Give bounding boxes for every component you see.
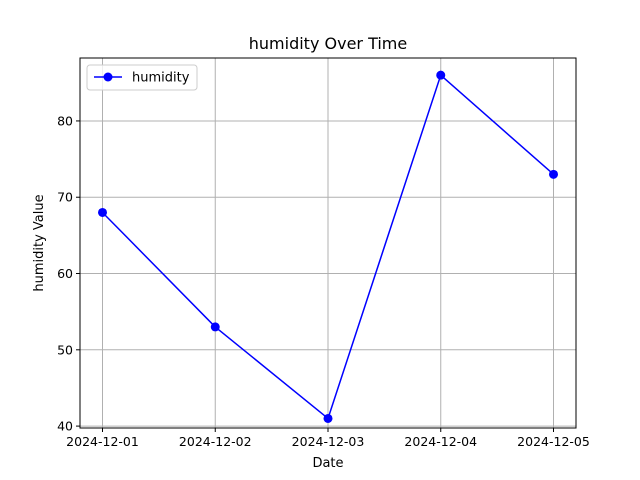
data-point: [436, 70, 446, 80]
x-tick-label: 2024-12-02: [179, 434, 252, 449]
data-point: [210, 322, 220, 332]
data-point: [549, 169, 558, 179]
y-axis-ticks: 40 50 60 70 80: [57, 113, 80, 434]
x-tick-label: 2024-12-04: [404, 434, 477, 449]
chart-title: humidity Over Time: [249, 34, 407, 53]
x-axis-label: Date: [312, 456, 343, 471]
legend: humidity: [86, 64, 198, 91]
series-layer: [98, 70, 558, 423]
data-point: [98, 207, 107, 217]
y-axis-label: humidity Value: [32, 194, 47, 291]
x-tick-label: 2024-12-01: [66, 434, 139, 449]
y-tick-label: 70: [57, 190, 73, 205]
y-tick-label: 40: [57, 419, 73, 434]
x-axis-ticks: 2024-12-01 2024-12-02 2024-12-03 2024-12-04…: [66, 428, 590, 449]
x-tick-label: 2024-12-03: [292, 434, 365, 449]
x-tick-label: 2024-12-05: [517, 434, 590, 449]
legend-box: [86, 64, 198, 91]
y-tick-label: 80: [57, 113, 73, 128]
data-point: [323, 413, 333, 423]
y-tick-label: 50: [57, 342, 73, 357]
legend-label-humidity: humidity: [132, 71, 190, 86]
y-tick-label: 60: [57, 266, 73, 281]
legend-marker-swatch: [103, 72, 113, 82]
